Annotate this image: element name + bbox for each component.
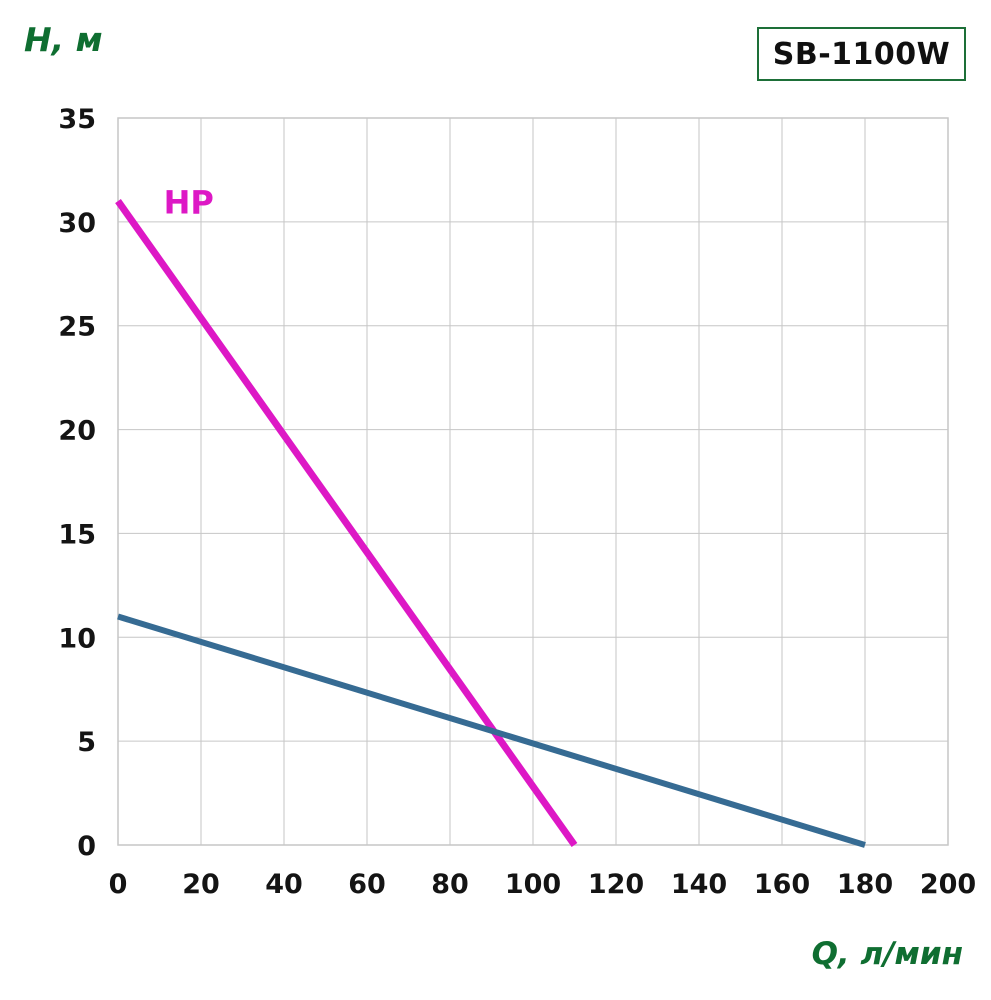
x-tick-label: 160 [754, 869, 810, 900]
plot-border [117, 117, 949, 846]
x-tick-label: 200 [920, 869, 976, 900]
model-badge: SB-1100W [757, 27, 966, 81]
x-tick-label: 0 [109, 869, 128, 900]
series-label-HP: HP [164, 184, 214, 222]
x-tick-label: 80 [431, 869, 469, 900]
x-tick-label: 180 [837, 869, 893, 900]
x-tick-label: 140 [671, 869, 727, 900]
x-tick-label: 20 [182, 869, 220, 900]
y-axis-title: H, м [24, 20, 103, 59]
x-tick-label: 100 [505, 869, 561, 900]
y-tick-label: 30 [58, 208, 96, 239]
y-tick-label: 0 [77, 831, 96, 862]
y-tick-label: 10 [58, 623, 96, 654]
x-axis-title: Q, л/мин [811, 936, 963, 972]
y-tick-label: 15 [58, 519, 96, 550]
y-tick-label: 20 [58, 416, 96, 447]
y-tick-label: 25 [58, 312, 96, 343]
x-tick-label: 40 [265, 869, 303, 900]
x-tick-label: 120 [588, 869, 644, 900]
series-line-1 [117, 613, 866, 848]
y-tick-label: 35 [58, 104, 96, 135]
y-tick-label: 5 [77, 727, 96, 758]
x-tick-label: 60 [348, 869, 386, 900]
series-line-HP [115, 199, 578, 848]
